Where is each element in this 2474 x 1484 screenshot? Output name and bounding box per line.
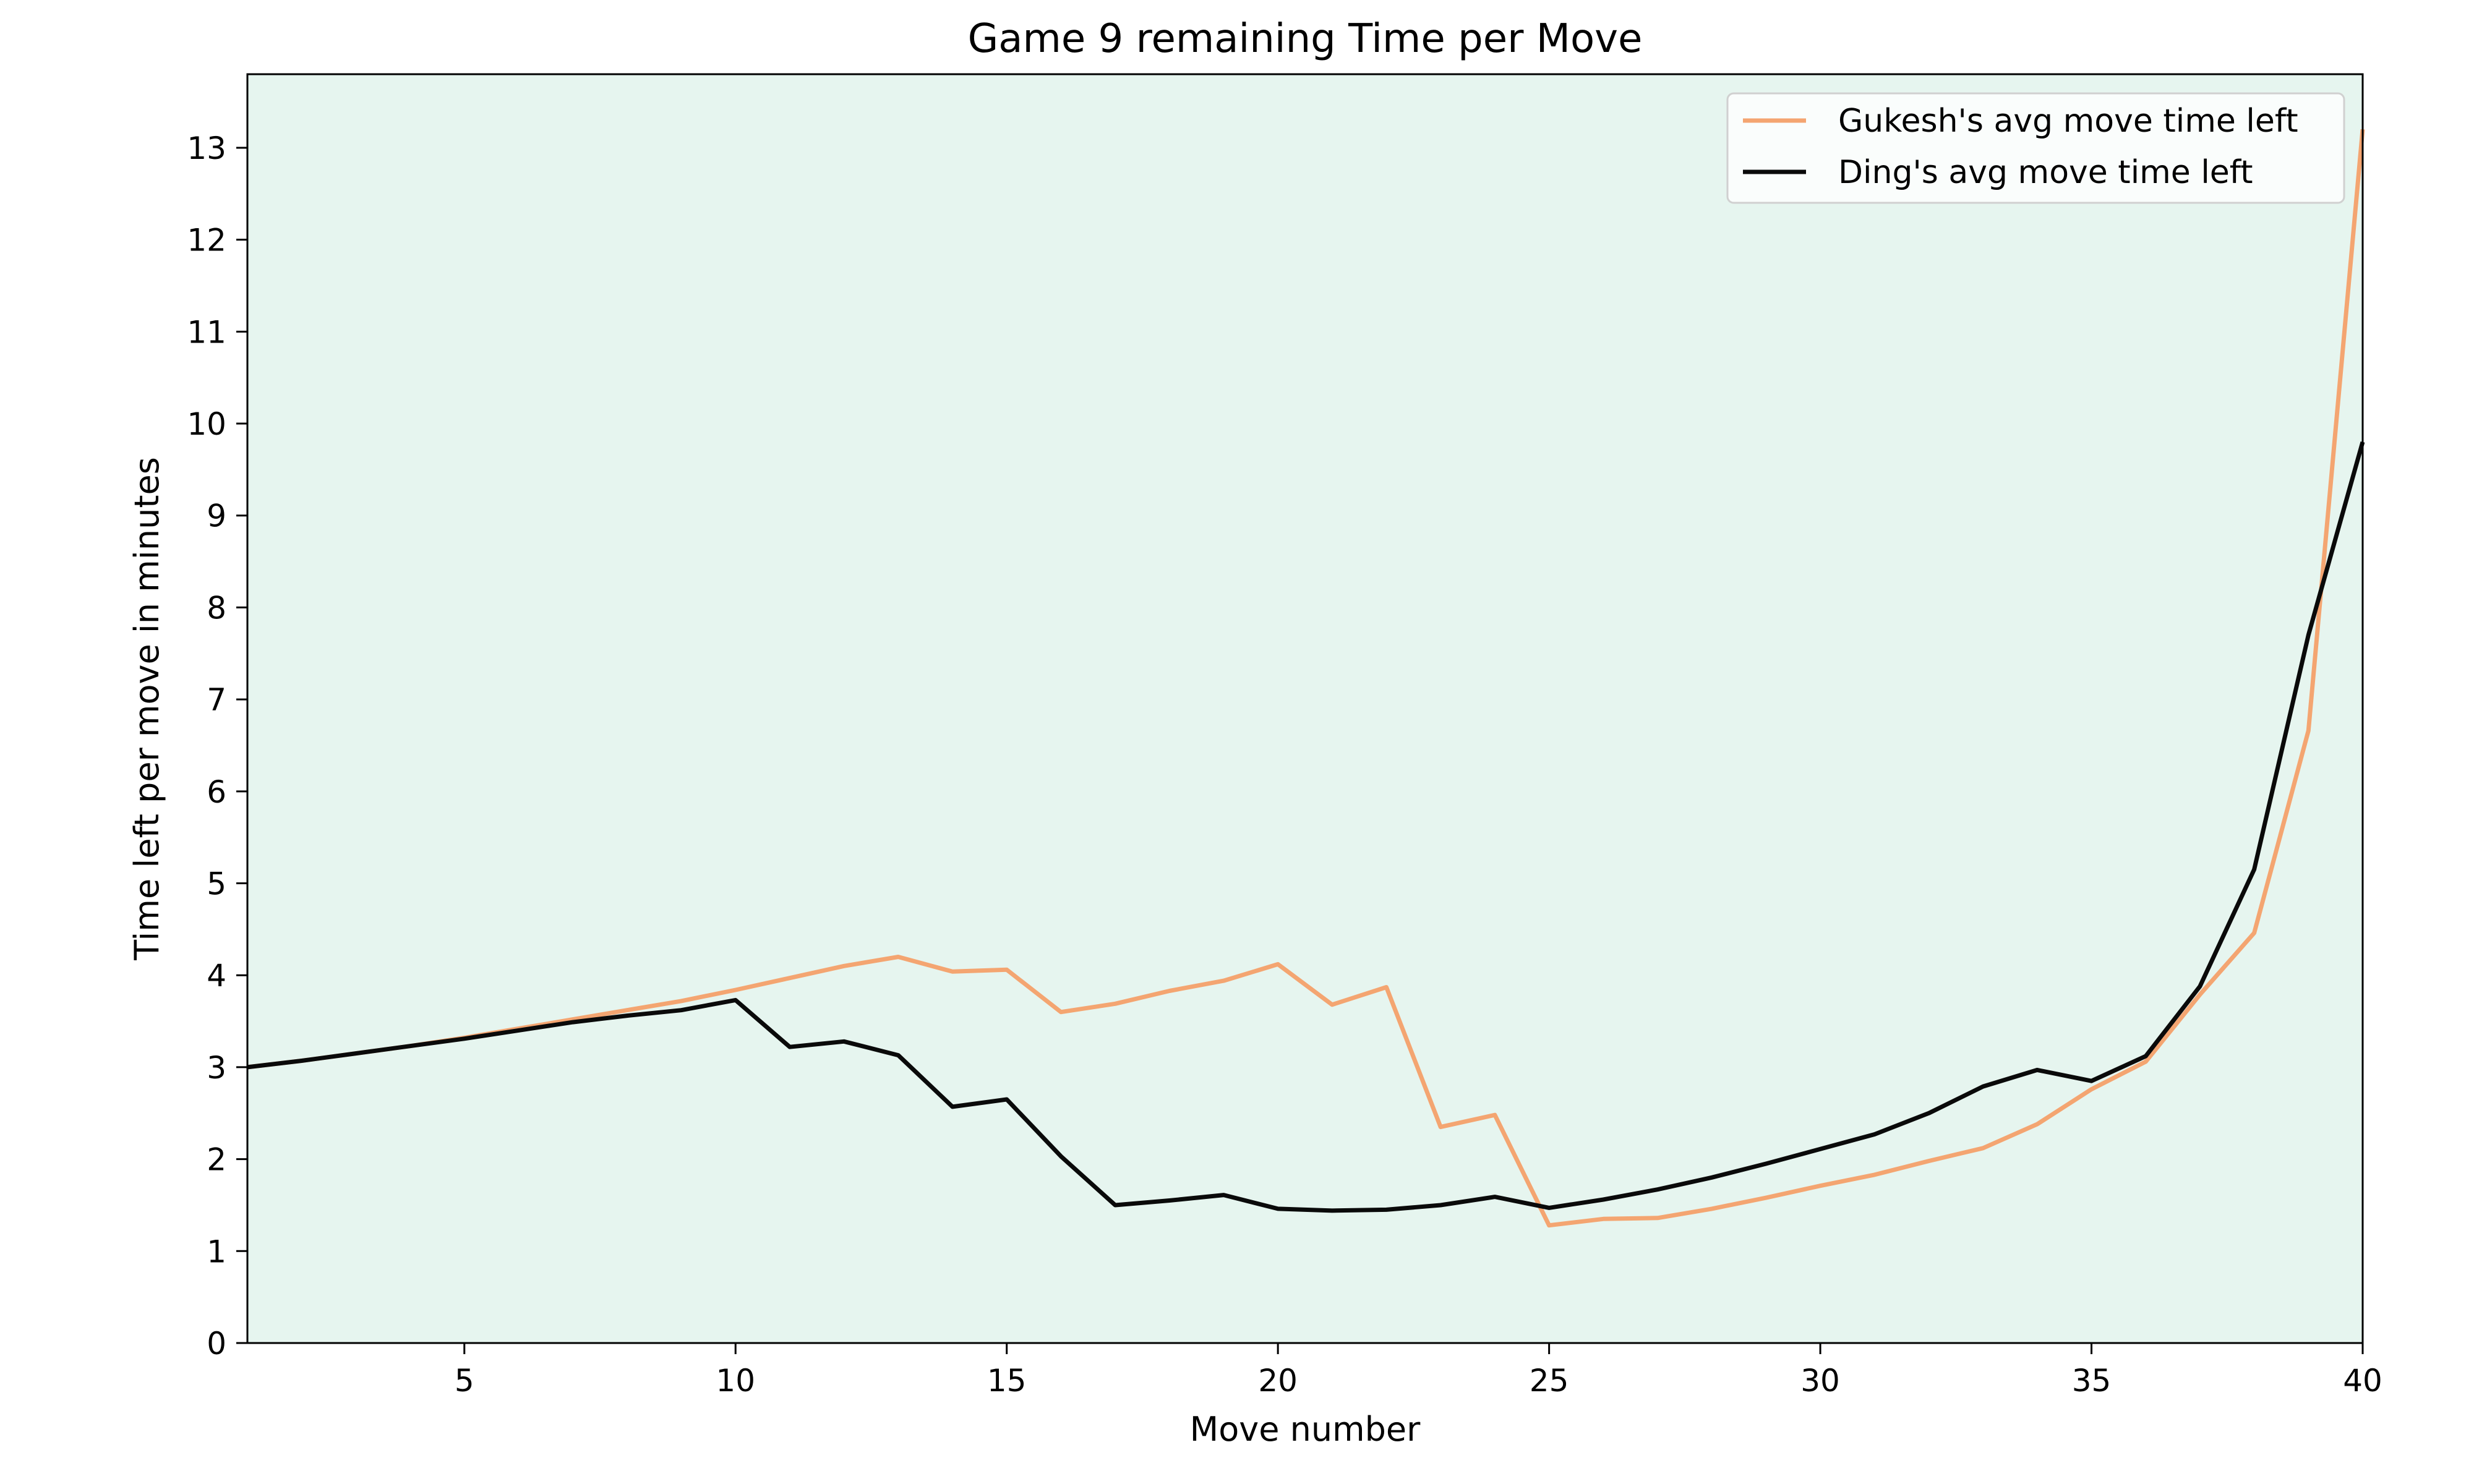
y-tick-label: 3 <box>207 1050 226 1086</box>
series-line-ding <box>247 441 2365 1213</box>
y-tick-label: 0 <box>207 1326 226 1362</box>
legend-entry-gukesh: Gukesh's avg move time left <box>1838 103 2298 140</box>
series-line-gukesh <box>247 129 2365 1228</box>
y-tick-label: 10 <box>187 406 226 442</box>
y-tick-label: 2 <box>207 1142 226 1178</box>
plot-area <box>247 74 2363 1343</box>
series-layer <box>247 129 2365 1228</box>
x-tick-label: 30 <box>1800 1363 1840 1399</box>
x-axis-label: Move number <box>1190 1410 1421 1449</box>
x-tick-label: 25 <box>1530 1363 1569 1399</box>
x-tick-label: 5 <box>455 1363 474 1399</box>
legend: Gukesh's avg move time left Ding's avg m… <box>1726 92 2345 204</box>
x-tick-label: 35 <box>2072 1363 2112 1399</box>
x-tick-label: 40 <box>2343 1363 2382 1399</box>
y-tick-label: 7 <box>207 682 226 718</box>
x-tick-label: 15 <box>987 1363 1027 1399</box>
y-axis-label: Time left per move in minutes <box>127 457 166 961</box>
y-tick-label: 11 <box>187 314 226 350</box>
y-tick-label: 6 <box>207 774 226 810</box>
x-axis: 5 10 15 20 25 30 35 40 <box>455 1343 2382 1399</box>
legend-entry-ding: Ding's avg move time left <box>1838 154 2253 191</box>
y-tick-label: 4 <box>207 958 226 994</box>
y-tick-label: 13 <box>187 130 226 166</box>
x-tick-label: 20 <box>1258 1363 1298 1399</box>
legend-box <box>1726 92 2345 204</box>
y-tick-label: 1 <box>207 1234 226 1269</box>
x-tick-label: 10 <box>716 1363 755 1399</box>
plot-frame <box>246 73 2364 1344</box>
chart-title: Game 9 remaining Time per Move <box>968 16 1643 62</box>
y-tick-label: 12 <box>187 223 226 258</box>
y-tick-label: 9 <box>207 498 226 534</box>
y-tick-label: 8 <box>207 590 226 626</box>
y-tick-label: 5 <box>207 866 226 902</box>
